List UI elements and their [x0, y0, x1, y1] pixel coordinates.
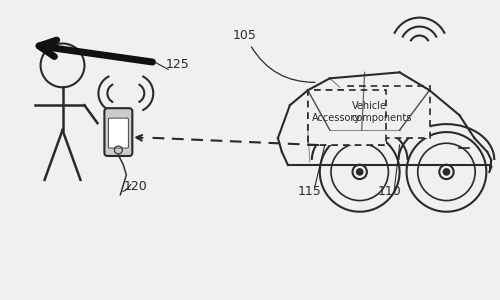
- Text: 120: 120: [124, 180, 147, 193]
- Circle shape: [444, 169, 449, 175]
- FancyBboxPatch shape: [108, 118, 128, 148]
- Text: Vehicle
components: Vehicle components: [352, 101, 412, 123]
- Bar: [308, 90, 386, 145]
- Text: Accessory: Accessory: [312, 113, 361, 123]
- Text: 125: 125: [165, 58, 189, 71]
- Circle shape: [357, 169, 362, 175]
- Bar: [348, 86, 430, 138]
- Text: 115: 115: [298, 185, 322, 198]
- Bar: [308, 90, 386, 145]
- Text: 105: 105: [233, 28, 257, 41]
- Text: 110: 110: [378, 185, 402, 198]
- FancyBboxPatch shape: [104, 108, 132, 156]
